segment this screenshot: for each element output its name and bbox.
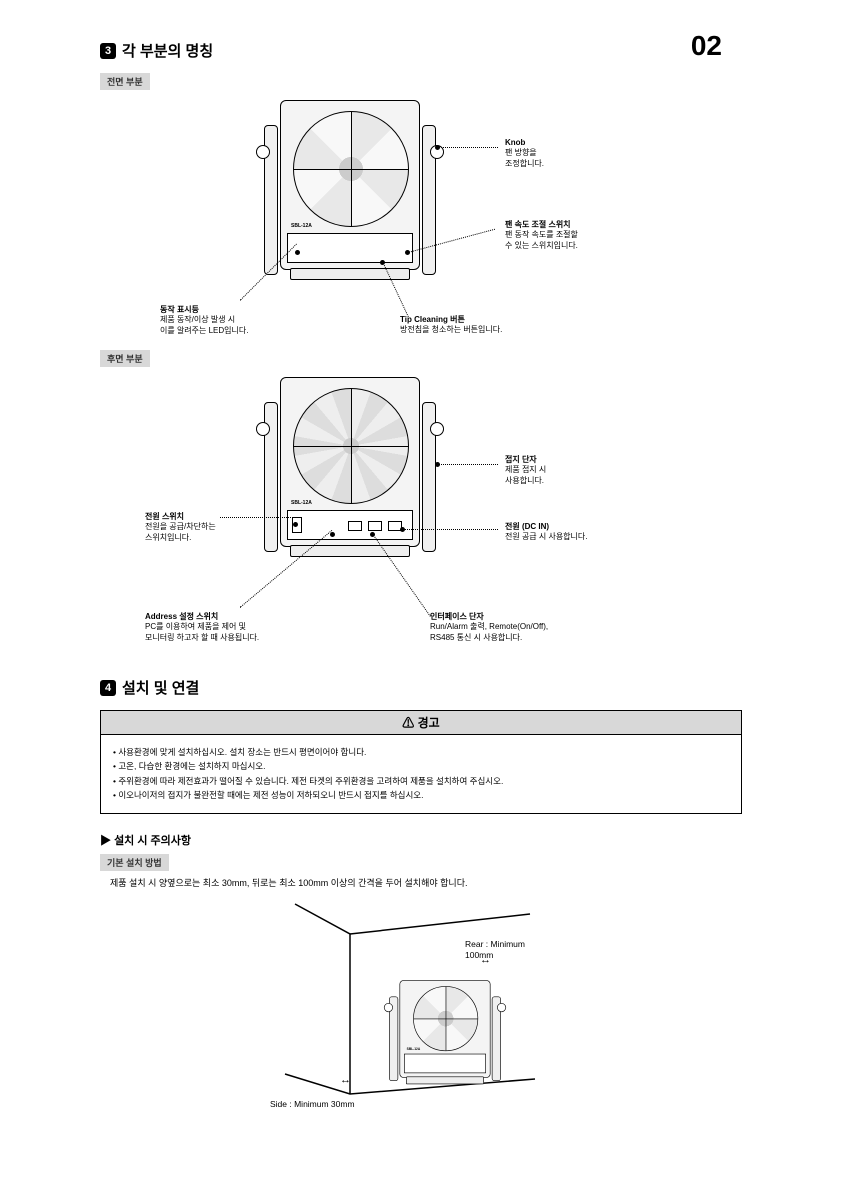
basic-install-tag: 기본 설치 방법 (100, 854, 169, 871)
basic-install-text: 제품 설치 시 양옆으로는 최소 30mm, 뒤로는 최소 100mm 이상의 … (110, 876, 742, 889)
rear-figure: SBL-12A 접지 단자 제품 접지 시 사용합니다. 전원 (DC IN) … (100, 367, 742, 657)
warning-heading: ⚠ 경고 (101, 711, 741, 735)
install-figure: SBL-12A Rear : Minimum 100mm ↔ ↔ Side : … (100, 899, 742, 1119)
warning-item: • 이오나이저의 접지가 불완전할 때에는 제전 성능이 저하되오니 반드시 접… (113, 788, 729, 802)
model-label-install: SBL-12A (407, 1047, 421, 1051)
warning-item: • 주위환경에 따라 제전효과가 떨어질 수 있습니다. 제전 타겟의 주위환경… (113, 774, 729, 788)
callout-knob: Knob 팬 방향을 조정합니다. (505, 138, 544, 169)
front-tag: 전면 부분 (100, 73, 150, 90)
section4-heading: 4 설치 및 연결 (100, 677, 742, 698)
section3-heading: 3 각 부분의 명칭 (100, 40, 742, 61)
section3-title: 각 부분의 명칭 (122, 40, 213, 61)
callout-interface: 인터페이스 단자 Run/Alarm 출력, Remote(On/Off), R… (430, 612, 548, 643)
callout-dcin: 전원 (DC IN) 전원 공급 시 사용합니다. (505, 522, 588, 543)
section4-title: 설치 및 연결 (122, 677, 199, 698)
section3-num: 3 (100, 43, 116, 59)
rear-tag: 후면 부분 (100, 350, 150, 367)
callout-led: 동작 표시등 제품 동작/이상 발생 시 이를 알려주는 LED입니다. (160, 305, 248, 336)
callout-tip: Tip Cleaning 버튼 방전침을 청소하는 버튼입니다. (400, 315, 502, 336)
warning-item: • 고온, 다습한 환경에는 설치하지 마십시오. (113, 759, 729, 773)
model-label-front: SBL-12A (291, 223, 312, 229)
front-figure: SBL-12A Knob 팬 방향을 조정합니다. 팬 속도 조절 스위치 팬 … (100, 90, 742, 350)
rear-clearance-label: Rear : Minimum 100mm (465, 939, 540, 961)
model-label-rear: SBL-12A (291, 500, 312, 506)
callout-speed: 팬 속도 조절 스위치 팬 동작 속도를 조절할 수 있는 스위치입니다. (505, 220, 578, 251)
warning-body: • 사용환경에 맞게 설치하십시오. 설치 장소는 반드시 평면이어야 합니다.… (101, 735, 741, 813)
section4-num: 4 (100, 680, 116, 696)
precaution-heading: 설치 시 주의사항 (100, 832, 742, 848)
page-number: 02 (691, 30, 722, 62)
side-clearance-label: Side : Minimum 30mm (270, 1099, 355, 1110)
callout-power: 전원 스위치 전원을 공급/차단하는 스위치입니다. (145, 512, 216, 543)
callout-address: Address 설정 스위치 PC를 이용하여 제품을 제어 및 모니터링 하고… (145, 612, 259, 643)
callout-ground: 접지 단자 제품 접지 시 사용합니다. (505, 455, 546, 486)
warning-item: • 사용환경에 맞게 설치하십시오. 설치 장소는 반드시 평면이어야 합니다. (113, 745, 729, 759)
warning-box: ⚠ 경고 • 사용환경에 맞게 설치하십시오. 설치 장소는 반드시 평면이어야… (100, 710, 742, 814)
